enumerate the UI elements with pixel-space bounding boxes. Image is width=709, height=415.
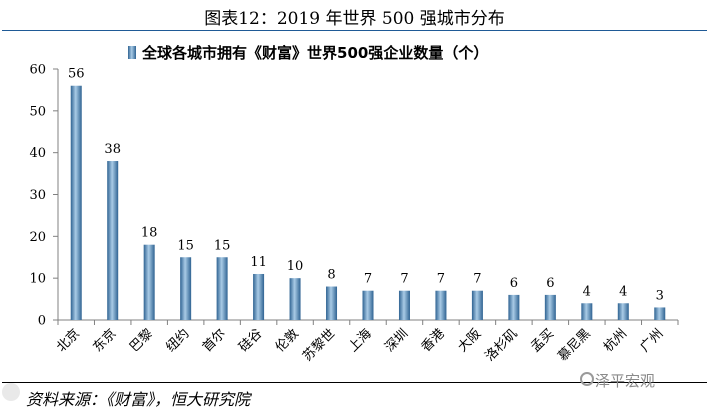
- data-label: 7: [473, 272, 481, 287]
- y-tick-label: 50: [29, 104, 46, 119]
- category-label: 孟买: [528, 326, 557, 355]
- y-tick-label: 0: [38, 314, 46, 329]
- bar: [216, 257, 228, 320]
- data-label: 3: [656, 288, 664, 303]
- data-label: 15: [214, 238, 231, 253]
- bar: [289, 278, 301, 320]
- bar: [617, 303, 629, 320]
- y-tick-label: 20: [29, 230, 46, 245]
- category-label: 纽约: [163, 326, 192, 355]
- bottom-rule: [2, 382, 707, 383]
- bar: [654, 307, 666, 320]
- data-label: 10: [287, 259, 304, 274]
- bar: [143, 244, 155, 320]
- category-label: 巴黎: [127, 326, 156, 355]
- bar: [362, 290, 374, 320]
- bar: [508, 294, 520, 320]
- bar: [398, 290, 410, 320]
- wechat-icon: [580, 372, 594, 386]
- data-label: 18: [141, 226, 158, 241]
- category-label: 大阪: [455, 326, 484, 355]
- bar: [581, 303, 593, 320]
- category-label: 北京: [54, 326, 83, 355]
- category-label: 洛杉矶: [483, 326, 521, 364]
- bar: [180, 257, 192, 320]
- bar: [107, 161, 119, 320]
- bar: [326, 286, 338, 320]
- data-label: 7: [364, 272, 372, 287]
- data-label: 7: [437, 272, 445, 287]
- legend: 全球各城市拥有《财富》世界500强企业数量（个）: [128, 44, 488, 62]
- category-label: 慕尼黑: [555, 326, 593, 364]
- data-label: 38: [104, 142, 121, 157]
- legend-label: 全球各城市拥有《财富》世界500强企业数量（个）: [141, 44, 488, 62]
- category-label: 首尔: [200, 326, 229, 355]
- bar: [70, 85, 82, 320]
- category-label: 深圳: [382, 326, 411, 355]
- category-label: 伦敦: [272, 326, 302, 356]
- data-label: 6: [510, 276, 518, 291]
- bar: [471, 290, 483, 320]
- watermark-text: 泽平宏观: [595, 372, 656, 390]
- category-label: 东京: [91, 326, 120, 355]
- bar: [435, 290, 447, 320]
- data-label: 6: [546, 276, 554, 291]
- category-label: 杭州: [601, 326, 630, 355]
- category-label: 广州: [638, 326, 667, 355]
- y-tick-label: 10: [29, 272, 46, 287]
- data-label: 11: [250, 255, 267, 270]
- bar: [544, 294, 556, 320]
- y-tick-label: 60: [29, 63, 46, 78]
- data-label: 15: [177, 238, 194, 253]
- axes: 0 10 20 30 40 50 60: [29, 63, 679, 329]
- data-label: 8: [327, 268, 335, 283]
- data-label: 56: [68, 67, 85, 82]
- data-label: 7: [400, 272, 408, 287]
- source-note: 资料来源：《财富》，恒大研究院: [26, 390, 251, 409]
- y-tick-label: 30: [29, 188, 46, 203]
- category-label: 苏黎世: [299, 326, 338, 365]
- bars: [70, 85, 666, 320]
- title-rule: [2, 30, 707, 31]
- data-label: 4: [583, 284, 591, 299]
- corner-badge: [2, 383, 20, 401]
- legend-swatch: [128, 46, 136, 59]
- category-label: 硅谷: [236, 326, 265, 355]
- bar: [253, 273, 265, 320]
- category-label: 上海: [346, 326, 375, 355]
- bar-chart: 全球各城市拥有《财富》世界500强企业数量（个） 0 10 20 30 40 50 60 5…: [29, 44, 679, 365]
- category-label: 香港: [419, 326, 448, 355]
- y-tick-label: 40: [29, 146, 46, 161]
- data-label: 4: [619, 284, 627, 299]
- figure-title: 图表12：2019 年世界 500 强城市分布: [204, 9, 505, 29]
